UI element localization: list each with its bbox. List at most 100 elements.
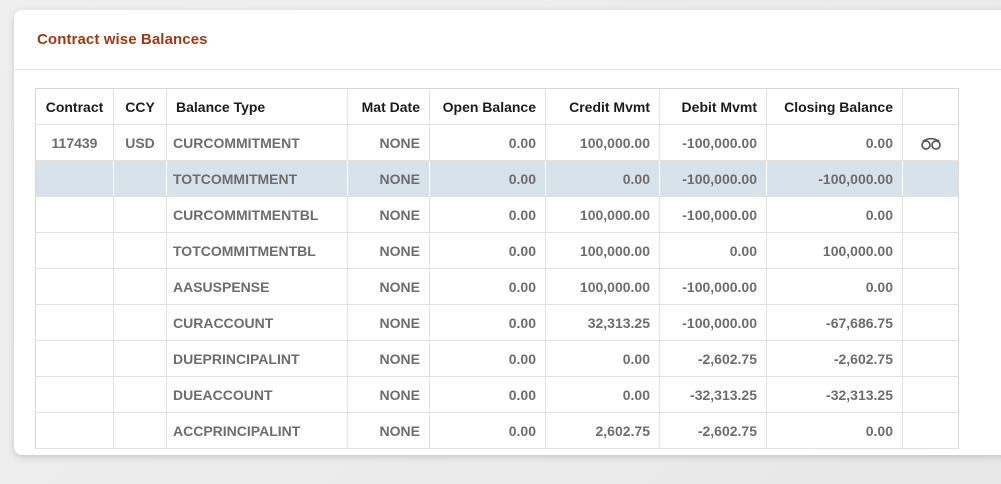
open-balance-cell: 0.00 [429,196,546,233]
table-row[interactable]: DUEACCOUNT NONE 0.00 0.00 -32,313.25 -32… [35,376,959,413]
debit-mvmt-cell: -2,602.75 [659,412,767,449]
open-balance-cell: 0.00 [429,160,546,197]
balance-type-cell: CURCOMMITMENTBL [166,196,348,233]
column-header-debit-mvmt: Debit Mvmt [659,88,767,125]
balance-type-cell: TOTCOMMITMENT [166,160,348,197]
open-balance-cell: 0.00 [429,304,546,341]
closing-balance-cell: -67,686.75 [766,304,903,341]
ccy-cell [113,232,167,269]
ccy-cell [113,304,167,341]
credit-mvmt-cell: 0.00 [545,376,660,413]
debit-mvmt-cell: -2,602.75 [659,340,767,377]
column-header-open-balance: Open Balance [429,88,546,125]
contract-cell [35,304,114,341]
column-header-mat-date: Mat Date [347,88,430,125]
balances-table: Contract CCY Balance Type Mat Date Open … [35,88,959,449]
ccy-cell [113,340,167,377]
column-header-ccy: CCY [113,88,167,125]
table-row[interactable]: ACCPRINCIPALINT NONE 0.00 2,602.75 -2,60… [35,412,959,449]
contract-cell: 117439 [35,124,114,161]
credit-mvmt-cell: 32,313.25 [545,304,660,341]
credit-mvmt-cell: 2,602.75 [545,412,660,449]
panel-title: Contract wise Balances [37,31,208,48]
contract-cell [35,232,114,269]
debit-mvmt-cell: -100,000.00 [659,124,767,161]
binoculars-icon [920,137,941,150]
actions-cell [902,376,959,413]
debit-mvmt-cell: -100,000.00 [659,304,767,341]
mat-date-cell: NONE [347,268,430,305]
ccy-cell [113,160,167,197]
balance-type-cell: DUEACCOUNT [166,376,348,413]
closing-balance-cell: -2,602.75 [766,340,903,377]
balance-type-cell: TOTCOMMITMENTBL [166,232,348,269]
table-row[interactable]: CURCOMMITMENTBL NONE 0.00 100,000.00 -10… [35,196,959,233]
closing-balance-cell: 0.00 [766,412,903,449]
mat-date-cell: NONE [347,304,430,341]
open-balance-cell: 0.00 [429,268,546,305]
column-header-balance-type: Balance Type [166,88,348,125]
actions-cell [902,124,959,161]
column-header-closing-balance: Closing Balance [766,88,903,125]
contract-cell [35,412,114,449]
balance-type-cell: ACCPRINCIPALINT [166,412,348,449]
table-row[interactable]: 117439 USD CURCOMMITMENT NONE 0.00 100,0… [35,124,959,161]
contract-wise-balances-panel: Contract wise Balances Contract CCY Bala… [14,10,1001,455]
table-container: Contract CCY Balance Type Mat Date Open … [14,70,1001,449]
ccy-cell: USD [113,124,167,161]
table-row[interactable]: DUEPRINCIPALINT NONE 0.00 0.00 -2,602.75… [35,340,959,377]
open-balance-cell: 0.00 [429,340,546,377]
balance-type-cell: DUEPRINCIPALINT [166,340,348,377]
contract-cell [35,268,114,305]
credit-mvmt-cell: 100,000.00 [545,268,660,305]
closing-balance-cell: -32,313.25 [766,376,903,413]
mat-date-cell: NONE [347,196,430,233]
actions-cell [902,304,959,341]
contract-cell [35,160,114,197]
credit-mvmt-cell: 100,000.00 [545,196,660,233]
closing-balance-cell: 0.00 [766,196,903,233]
closing-balance-cell: -100,000.00 [766,160,903,197]
debit-mvmt-cell: -100,000.00 [659,160,767,197]
table-row-selected[interactable]: TOTCOMMITMENT NONE 0.00 0.00 -100,000.00… [35,160,959,197]
mat-date-cell: NONE [347,376,430,413]
mat-date-cell: NONE [347,160,430,197]
ccy-cell [113,412,167,449]
actions-cell [902,232,959,269]
column-header-actions [902,88,959,125]
mat-date-cell: NONE [347,124,430,161]
column-header-contract: Contract [35,88,114,125]
balance-type-cell: AASUSPENSE [166,268,348,305]
balance-type-cell: CURACCOUNT [166,304,348,341]
table-row[interactable]: TOTCOMMITMENTBL NONE 0.00 100,000.00 0.0… [35,232,959,269]
table-row[interactable]: CURACCOUNT NONE 0.00 32,313.25 -100,000.… [35,304,959,341]
mat-date-cell: NONE [347,412,430,449]
open-balance-cell: 0.00 [429,232,546,269]
view-details-button[interactable] [917,131,945,155]
closing-balance-cell: 0.00 [766,124,903,161]
debit-mvmt-cell: -32,313.25 [659,376,767,413]
table-row[interactable]: AASUSPENSE NONE 0.00 100,000.00 -100,000… [35,268,959,305]
credit-mvmt-cell: 100,000.00 [545,124,660,161]
panel-header: Contract wise Balances [14,10,1001,70]
actions-cell [902,160,959,197]
debit-mvmt-cell: -100,000.00 [659,268,767,305]
mat-date-cell: NONE [347,232,430,269]
ccy-cell [113,268,167,305]
ccy-cell [113,376,167,413]
contract-cell [35,376,114,413]
open-balance-cell: 0.00 [429,124,546,161]
column-header-credit-mvmt: Credit Mvmt [545,88,660,125]
credit-mvmt-cell: 0.00 [545,340,660,377]
open-balance-cell: 0.00 [429,376,546,413]
contract-cell [35,196,114,233]
header-row: Contract CCY Balance Type Mat Date Open … [35,88,959,125]
credit-mvmt-cell: 0.00 [545,160,660,197]
contract-cell [35,340,114,377]
actions-cell [902,412,959,449]
closing-balance-cell: 100,000.00 [766,232,903,269]
mat-date-cell: NONE [347,340,430,377]
debit-mvmt-cell: -100,000.00 [659,196,767,233]
credit-mvmt-cell: 100,000.00 [545,232,660,269]
balance-type-cell: CURCOMMITMENT [166,124,348,161]
